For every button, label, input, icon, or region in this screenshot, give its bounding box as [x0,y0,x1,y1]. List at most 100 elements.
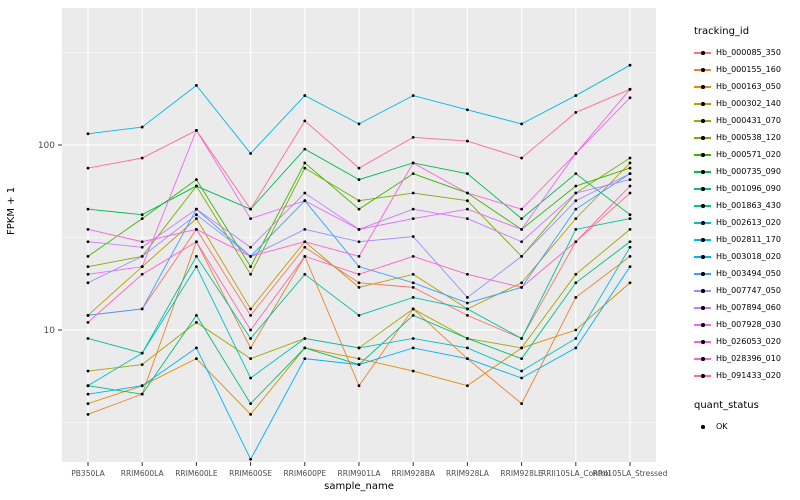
data-point [140,392,144,396]
data-point [140,307,144,311]
data-point [574,272,578,276]
legend-entry-quant: OK [694,418,798,435]
data-point [520,122,523,126]
data-point [466,191,469,195]
legend-entry: Hb_000163_050 [694,78,798,95]
data-point [195,128,198,132]
x-tick-label: RRII105LA_Stressed [593,469,668,478]
data-point [628,63,632,67]
data-point [520,357,523,361]
data-point [520,346,523,350]
data-point [249,245,253,249]
x-tick-label: RRIM928BA [391,469,436,478]
data-point [195,254,198,258]
legend-key-line-point-icon [694,183,711,195]
data-point [195,357,198,361]
data-point [574,296,578,299]
data-point [411,191,415,195]
x-tick-label: PB350LA [71,469,105,478]
data-point [195,265,198,269]
data-point [195,184,198,188]
data-point [357,265,361,269]
data-point [195,227,198,231]
data-point [520,227,523,231]
data-point [303,94,307,97]
data-point [520,337,523,340]
data-point [357,363,361,367]
data-point [628,245,632,249]
data-point [86,240,90,244]
data-point [628,172,632,176]
data-point [303,337,307,340]
data-point [411,254,415,258]
data-point [86,402,90,406]
legend-key-line-point-icon [694,115,711,127]
legend-entry-label: Hb_028396_010 [716,354,781,363]
data-point [140,265,144,269]
data-point [466,217,469,221]
data-point [466,296,469,299]
legend-entries: Hb_000085_350 Hb_000155_160 Hb_000163_050 H… [694,44,798,384]
data-point [249,402,253,406]
legend-key-line-point-icon [694,336,711,348]
data-point [574,227,578,231]
data-point [466,301,469,305]
x-tick-label: RRIM600LE [175,469,218,478]
data-point [195,207,198,211]
legend-entry-label: Hb_091433_020 [716,371,781,380]
data-point [140,245,144,249]
data-point [86,227,90,231]
data-point [574,281,578,285]
data-point [140,351,144,355]
legend-entry: Hb_000735_090 [694,163,798,180]
data-point [303,245,307,249]
data-point [86,207,90,211]
data-point [303,272,307,276]
data-point [520,376,523,380]
legend-key-line-point-icon [694,149,711,161]
legend-key-line-point-icon [694,81,711,93]
data-point [303,357,307,361]
data-point [628,213,632,217]
data-point [520,207,523,211]
data-point [411,313,415,317]
data-point [86,281,90,285]
legend-entry: Hb_026053_020 [694,333,798,350]
data-point [303,199,307,203]
legend-key-line-point-icon [694,319,711,331]
legend-entry: Hb_000155_160 [694,61,798,78]
legend-key-line-point-icon [694,98,711,110]
data-point [86,132,90,136]
data-point [574,207,578,211]
data-point [357,199,361,203]
legend-entry-label: Hb_000163_050 [716,82,781,91]
data-point [357,346,361,350]
data-point [628,191,632,195]
data-point [628,96,632,100]
data-point [411,337,415,340]
y-tick-label: 100 [38,141,55,151]
legend-key-line-point-icon [694,370,711,382]
data-point [628,184,632,188]
y-axis-title: FPKM + 1 [6,186,17,235]
data-point [140,156,144,160]
data-point [357,207,361,211]
data-point [303,227,307,231]
data-point [86,392,90,396]
x-tick-label: RRIM600PE [283,469,326,478]
data-point [249,337,253,340]
data-point [466,346,469,350]
data-point [411,135,415,139]
data-point [195,346,198,350]
x-tick-label: RRIM928LE [500,469,543,478]
legend-entry: Hb_091433_020 [694,367,798,384]
data-point [628,217,632,221]
legend-entry: Hb_003018_020 [694,248,798,265]
data-point [411,235,415,238]
data-point [249,307,253,311]
data-point [411,296,415,299]
legend-key-line-point-icon [694,217,711,229]
data-point [303,147,307,151]
data-point [574,94,578,97]
